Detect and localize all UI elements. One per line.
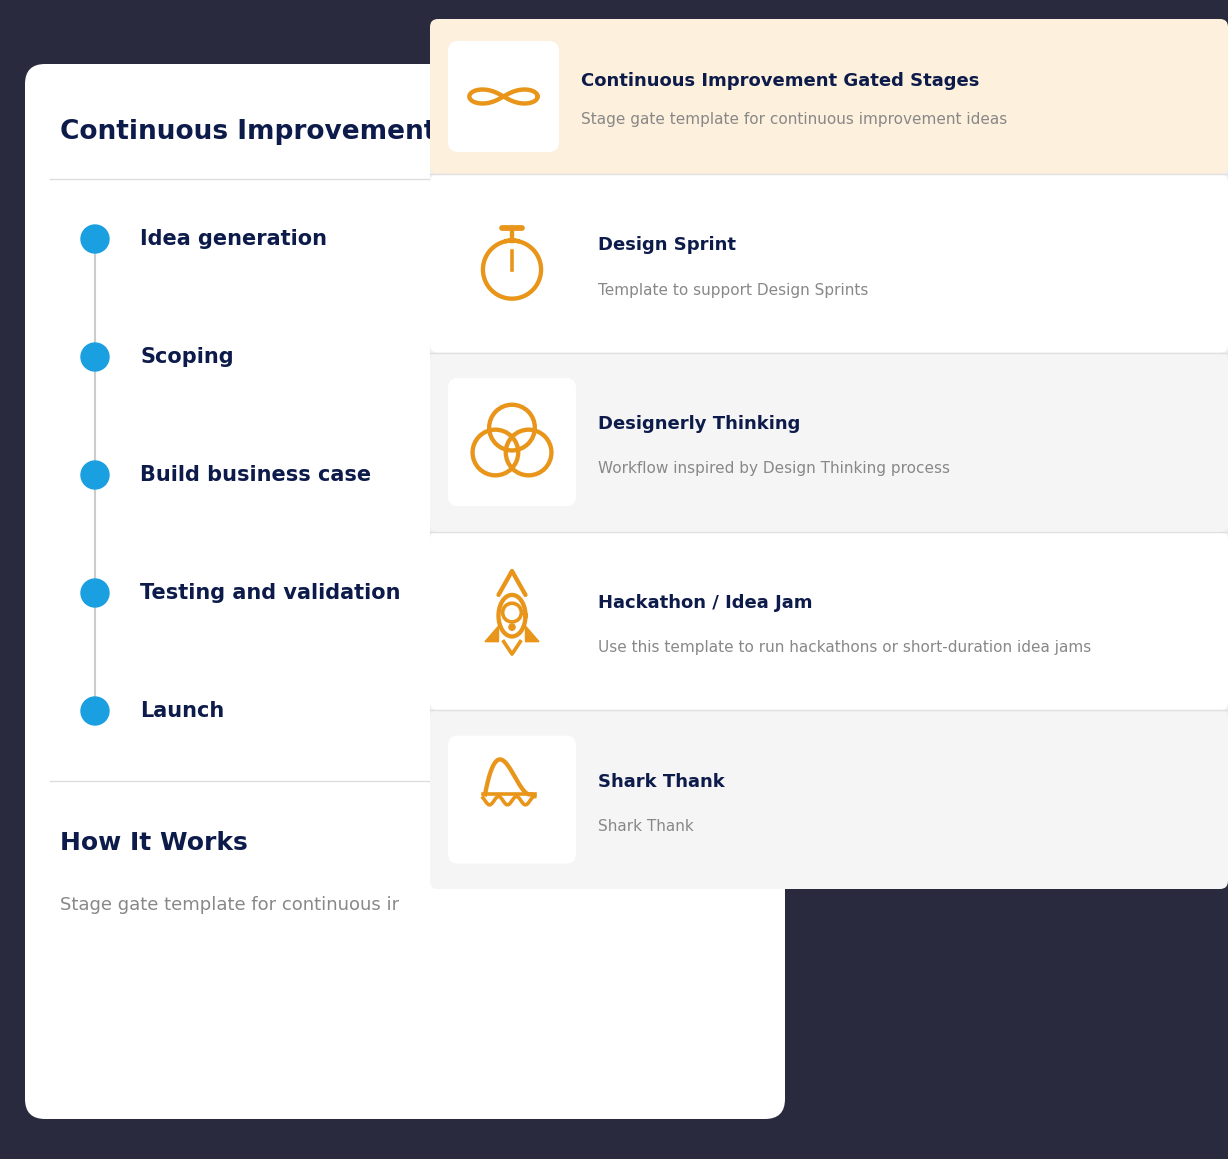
Text: How It Works: How It Works — [60, 831, 248, 855]
FancyBboxPatch shape — [430, 19, 1228, 174]
Circle shape — [81, 343, 109, 371]
Circle shape — [81, 697, 109, 726]
Text: Shark Thank: Shark Thank — [598, 773, 725, 790]
Circle shape — [81, 225, 109, 253]
FancyBboxPatch shape — [448, 199, 576, 327]
Text: Continuous Improvement Gated Stages: Continuous Improvement Gated Stages — [60, 119, 646, 145]
Circle shape — [81, 461, 109, 489]
Polygon shape — [526, 626, 539, 642]
Text: Continuous Improvement Gated Stages: Continuous Improvement Gated Stages — [581, 72, 980, 90]
Text: Template to support Design Sprints: Template to support Design Sprints — [598, 283, 868, 298]
Text: Build business case: Build business case — [140, 465, 371, 484]
FancyBboxPatch shape — [448, 556, 576, 685]
FancyBboxPatch shape — [430, 532, 1228, 710]
Text: Launch: Launch — [140, 701, 225, 721]
Text: Use this template to run hackathons or short-duration idea jams: Use this template to run hackathons or s… — [598, 640, 1092, 655]
Text: Hackathon / Idea Jam: Hackathon / Idea Jam — [598, 595, 813, 612]
FancyBboxPatch shape — [430, 19, 1228, 889]
Text: Stage gate template for continuous ir: Stage gate template for continuous ir — [60, 896, 399, 914]
Circle shape — [508, 624, 515, 630]
FancyBboxPatch shape — [448, 378, 576, 506]
Circle shape — [81, 580, 109, 607]
Text: Idea generation: Idea generation — [140, 229, 327, 249]
FancyBboxPatch shape — [448, 41, 559, 152]
FancyBboxPatch shape — [430, 710, 1228, 889]
Text: Design Sprint: Design Sprint — [598, 236, 736, 255]
Text: Shark Thank: Shark Thank — [598, 819, 694, 834]
FancyBboxPatch shape — [430, 174, 1228, 352]
Text: Scoping: Scoping — [140, 347, 233, 367]
Text: Testing and validation: Testing and validation — [140, 583, 400, 603]
FancyBboxPatch shape — [448, 736, 576, 863]
Text: Stage gate template for continuous improvement ideas: Stage gate template for continuous impro… — [581, 112, 1007, 127]
FancyBboxPatch shape — [25, 64, 785, 1118]
FancyBboxPatch shape — [430, 352, 1228, 532]
Polygon shape — [485, 626, 499, 642]
Text: Designerly Thinking: Designerly Thinking — [598, 415, 801, 433]
Text: Workflow inspired by Design Thinking process: Workflow inspired by Design Thinking pro… — [598, 461, 950, 476]
